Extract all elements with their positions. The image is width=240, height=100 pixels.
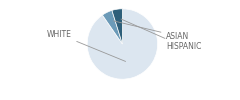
Wedge shape — [112, 9, 122, 44]
Text: HISPANIC: HISPANIC — [121, 19, 202, 51]
Wedge shape — [87, 9, 158, 79]
Text: ASIAN: ASIAN — [114, 21, 190, 41]
Text: WHITE: WHITE — [47, 30, 126, 61]
Wedge shape — [102, 10, 122, 44]
